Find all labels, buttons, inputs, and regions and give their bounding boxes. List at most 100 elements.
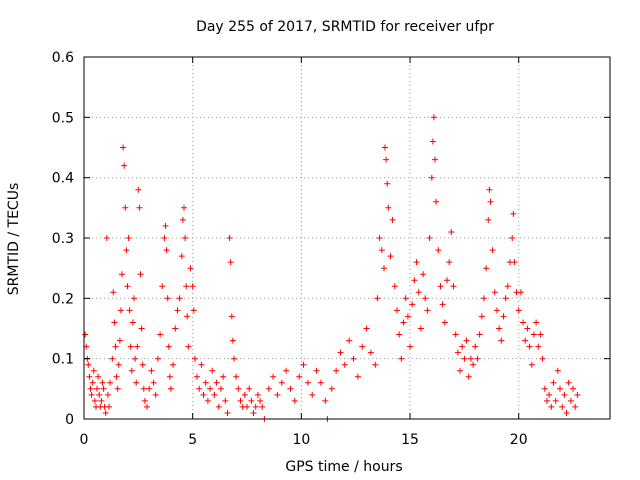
data-point [181, 204, 187, 211]
data-point [452, 331, 459, 338]
data-point [550, 379, 557, 386]
data-point [110, 289, 117, 296]
data-point [526, 343, 533, 350]
data-point [102, 410, 109, 416]
data-point [220, 373, 227, 380]
data-point [480, 295, 487, 302]
data-point [287, 385, 294, 392]
data-point [530, 331, 537, 338]
chart-title: Day 255 of 2017, SRMTID for receiver ufp… [196, 19, 494, 35]
data-point [114, 385, 121, 392]
data-point [159, 283, 166, 290]
data-point [157, 331, 164, 338]
data-point [185, 343, 192, 350]
data-point [252, 403, 259, 410]
data-point [161, 235, 168, 241]
data-point [106, 403, 112, 410]
data-point [570, 385, 576, 392]
data-point [211, 391, 218, 398]
tick-labels: 0 0.1 0.2 0.3 0.4 0.5 0.6 0 5 10 15 20 [52, 50, 528, 448]
data-point [227, 259, 234, 266]
data-point [146, 385, 153, 392]
data-point [426, 235, 433, 241]
y-tick-label: 0.1 [52, 352, 74, 368]
data-point [241, 391, 248, 398]
data-point [394, 307, 400, 314]
data-point [572, 403, 579, 410]
data-point [415, 289, 422, 296]
data-point [559, 403, 566, 410]
data-point [134, 343, 141, 350]
data-point [494, 307, 500, 314]
data-point [470, 361, 477, 368]
data-point [107, 379, 114, 386]
data-point [235, 385, 242, 392]
data-point [150, 379, 157, 386]
data-point [222, 397, 229, 404]
axes-ticks [83, 56, 610, 420]
data-point [554, 367, 561, 374]
data-point [389, 216, 396, 223]
data-point [400, 319, 407, 326]
data-point [407, 343, 413, 350]
data-point [444, 277, 450, 284]
data-point [121, 162, 128, 169]
data-point [565, 379, 572, 386]
x-tick-label: 0 [80, 432, 89, 448]
data-point [196, 385, 203, 392]
data-point [387, 253, 394, 260]
data-point [528, 361, 535, 368]
data-point [384, 180, 391, 187]
data-point [500, 313, 507, 320]
data-point [119, 271, 125, 278]
data-point [465, 373, 472, 380]
data-point [350, 355, 357, 362]
data-point [478, 313, 485, 320]
data-point [94, 385, 100, 392]
data-point [567, 397, 574, 404]
y-tick-label: 0 [65, 412, 74, 428]
data-point [200, 391, 207, 398]
data-point [515, 307, 522, 314]
data-point [385, 204, 392, 211]
data-point [337, 349, 344, 356]
x-tick-label: 15 [401, 432, 419, 448]
x-tick-label: 20 [510, 432, 528, 448]
data-point [476, 331, 483, 338]
data-point [189, 283, 196, 290]
data-point [207, 385, 214, 392]
data-point [510, 210, 517, 217]
data-point [378, 247, 385, 254]
data-point [517, 289, 524, 296]
data-point [88, 391, 95, 398]
data-point [422, 295, 429, 302]
data-point [474, 355, 481, 362]
data-point [90, 367, 97, 374]
grid [84, 57, 610, 419]
data-point [367, 349, 374, 356]
data-point [502, 295, 509, 302]
y-tick-label: 0.6 [52, 50, 74, 66]
data-point [313, 367, 320, 374]
data-point [398, 355, 405, 362]
data-point [489, 247, 496, 254]
data-point [291, 397, 298, 404]
data-point [127, 343, 134, 350]
data-point [111, 319, 118, 326]
data-point [435, 247, 442, 254]
data-point [457, 367, 463, 374]
data-point [546, 391, 553, 398]
data-point [133, 379, 140, 386]
data-point [376, 235, 383, 241]
data-point [103, 235, 110, 241]
data-point [86, 373, 93, 380]
data-point [139, 361, 146, 368]
data-point [129, 319, 136, 326]
data-point [363, 325, 370, 332]
data-point [491, 289, 498, 296]
data-point [96, 391, 103, 398]
data-point [176, 295, 183, 302]
data-point [165, 343, 172, 350]
data-point [296, 373, 303, 380]
data-point [170, 361, 177, 368]
